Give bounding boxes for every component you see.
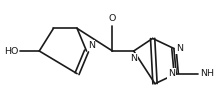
Text: N: N xyxy=(168,69,175,78)
Text: NH: NH xyxy=(200,69,214,78)
Text: O: O xyxy=(109,14,116,23)
Text: N: N xyxy=(88,41,95,50)
Text: HO: HO xyxy=(4,47,18,55)
Text: N: N xyxy=(176,44,183,53)
Text: N: N xyxy=(130,54,137,63)
